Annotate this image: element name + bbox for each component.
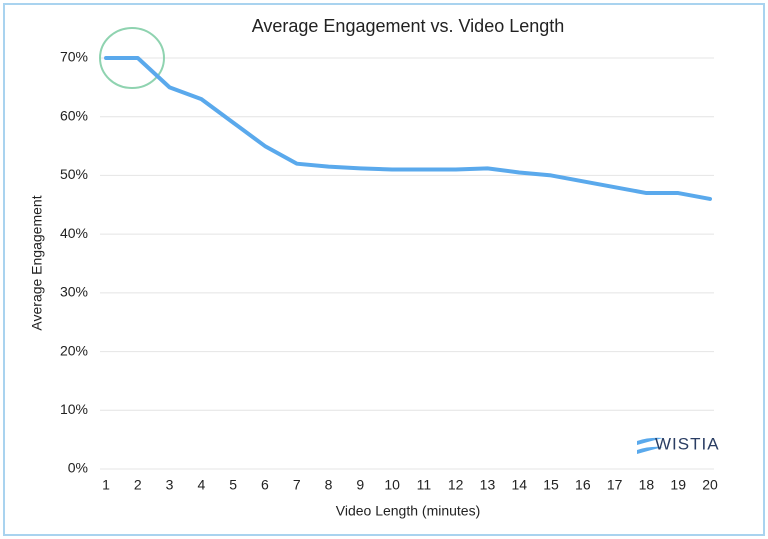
y-tick-label: 0% — [68, 460, 88, 476]
x-axis-label: Video Length (minutes) — [336, 503, 481, 519]
data-line — [104, 56, 712, 201]
x-tick-label: 14 — [511, 477, 527, 493]
y-tick-label: 10% — [60, 401, 88, 417]
x-tick-label: 13 — [480, 477, 496, 493]
x-tick-label: 2 — [134, 477, 142, 493]
x-tick-label: 11 — [417, 477, 432, 493]
x-tick-label: 16 — [575, 477, 591, 493]
x-tick-label: 5 — [229, 477, 237, 493]
x-tick-label: 17 — [607, 477, 623, 493]
x-tick-label: 15 — [543, 477, 559, 493]
x-tick-label: 8 — [325, 477, 333, 493]
x-tick-label: 12 — [448, 477, 464, 493]
x-tick-label: 6 — [261, 477, 269, 493]
logo-icon — [637, 437, 663, 454]
grid — [100, 57, 714, 470]
x-tick-label: 20 — [702, 477, 718, 493]
x-tick-label: 7 — [293, 477, 301, 493]
x-tick-label: 9 — [356, 477, 364, 493]
watermark: WISTIA — [655, 434, 720, 453]
x-tick-label: 10 — [384, 477, 400, 493]
x-tick-label: 1 — [102, 477, 110, 493]
y-tick-label: 40% — [60, 225, 88, 241]
y-axis-label: Average Engagement — [29, 195, 45, 330]
highlight-circle — [99, 27, 165, 89]
chart-title: Average Engagement vs. Video Length — [252, 16, 565, 36]
y-tick-label: 70% — [60, 49, 88, 65]
x-tick-label: 18 — [639, 477, 655, 493]
x-tick-label: 19 — [670, 477, 686, 493]
frame — [3, 3, 765, 536]
y-tick-label: 60% — [60, 107, 88, 123]
x-tick-label: 4 — [197, 477, 205, 493]
logo-stroke — [637, 437, 663, 445]
logo-stroke — [637, 446, 663, 454]
x-tick-label: 3 — [166, 477, 174, 493]
y-tick-label: 20% — [60, 342, 88, 358]
y-tick-label: 50% — [60, 166, 88, 182]
y-tick-label: 30% — [60, 284, 88, 300]
